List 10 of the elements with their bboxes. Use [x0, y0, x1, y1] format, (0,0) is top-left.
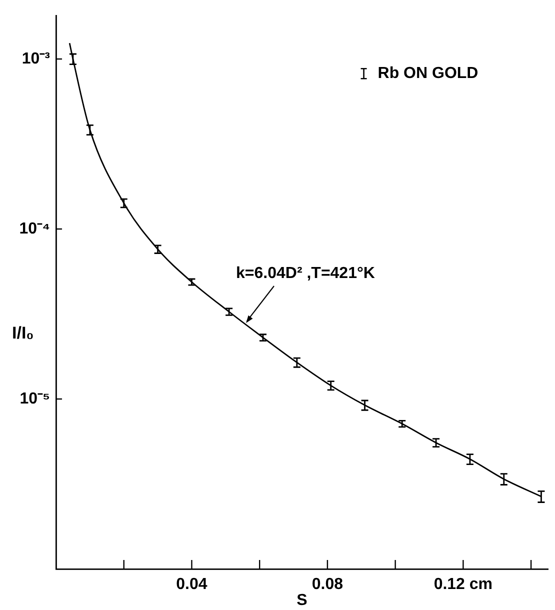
- y-axis-title: I/I₀: [12, 324, 34, 343]
- annotation: k=6.04D² ,T=421°K: [236, 264, 376, 282]
- legend-label: Rb ON GOLD: [378, 65, 478, 82]
- x-tick-label: 0.08: [312, 576, 344, 594]
- x-tick-label: 0.12 cm: [434, 576, 493, 594]
- x-tick-label: 0.04: [176, 576, 208, 594]
- x-axis-title: S: [296, 592, 308, 609]
- y-tick-label: 10⁻⁵: [20, 390, 50, 408]
- y-tick-label: 10⁻⁴: [19, 220, 50, 238]
- y-tick-label: 10⁻³: [22, 50, 50, 68]
